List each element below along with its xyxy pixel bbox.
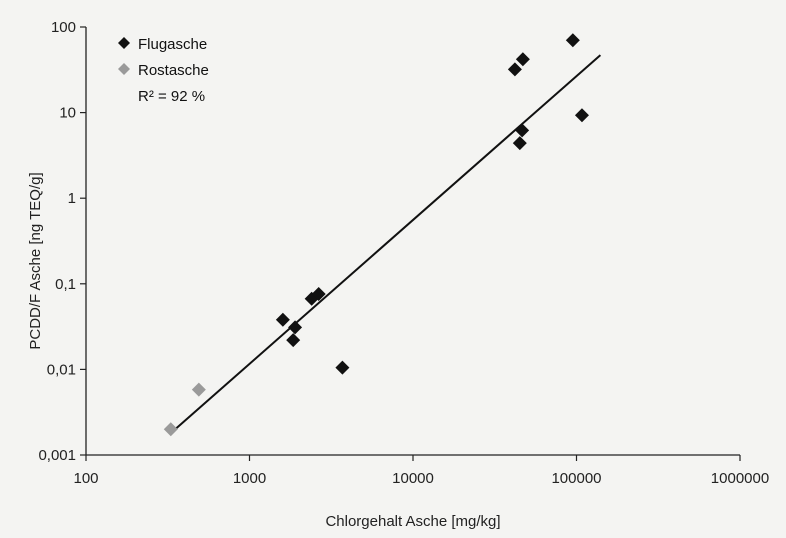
axes: 100 1000 10000 100000 1000000 0,001 0,01 0,1 1 10… <box>27 19 769 530</box>
x-axis-title: Chlorgehalt Asche [mg/kg] <box>325 513 500 530</box>
y-tick-label: 0,01 <box>47 361 76 378</box>
rostasche-point <box>163 422 178 437</box>
y-tick-label: 10 <box>59 105 76 122</box>
flugasche-point <box>288 320 303 335</box>
x-tick-label: 10000 <box>392 470 434 487</box>
x-tick-label: 1000000 <box>711 470 769 487</box>
flugasche-point <box>512 136 527 151</box>
x-tick-label: 100 <box>73 470 98 487</box>
flugasche-point <box>515 52 530 67</box>
y-axis-title: PCDD/F Asche [ng TEQ/g] <box>27 172 44 349</box>
flugasche-point <box>311 287 326 302</box>
flugasche-point <box>507 62 522 77</box>
legend: Flugasche Rostasche R² = 92 % <box>118 36 209 105</box>
legend-label-rostasche: Rostasche <box>138 62 209 79</box>
x-tick-label: 1000 <box>233 470 266 487</box>
flugasche-point <box>565 33 580 48</box>
data-points <box>163 33 589 437</box>
x-tick-label: 100000 <box>551 470 601 487</box>
y-tick-label: 0,001 <box>38 447 76 464</box>
flugasche-point <box>515 123 530 138</box>
y-tick-label: 100 <box>51 19 76 36</box>
flugasche-point <box>286 333 301 348</box>
legend-marker-flugasche <box>118 37 130 49</box>
trendline-path <box>170 54 602 434</box>
y-tick-label: 1 <box>68 190 76 207</box>
legend-label-flugasche: Flugasche <box>138 36 207 53</box>
flugasche-point <box>335 360 350 375</box>
rostasche-point <box>191 382 206 397</box>
y-tick-label: 0,1 <box>55 276 76 293</box>
flugasche-point <box>275 312 290 327</box>
trendline <box>170 54 602 434</box>
legend-marker-rostasche <box>118 63 130 75</box>
flugasche-point <box>574 108 589 123</box>
r-squared-annotation: R² = 92 % <box>138 88 205 105</box>
